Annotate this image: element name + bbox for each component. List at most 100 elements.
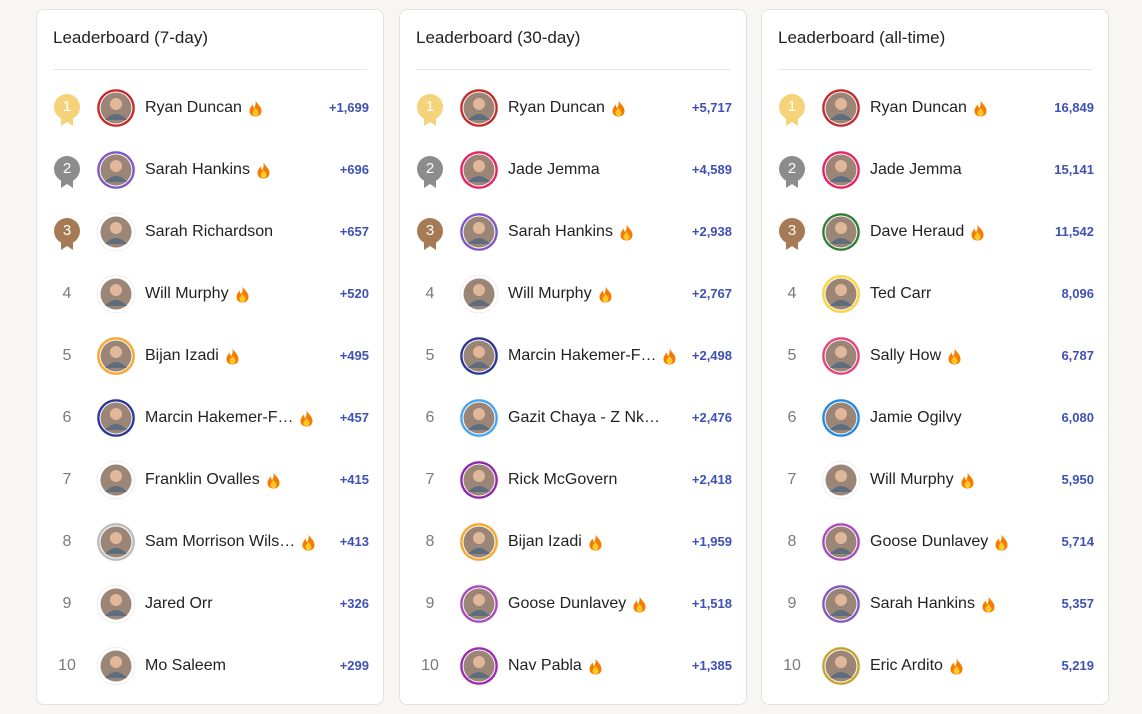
rank-medal: 1: [416, 93, 444, 127]
score: 16,849: [1054, 100, 1094, 115]
score: 15,141: [1054, 162, 1094, 177]
rank: 6: [425, 409, 435, 426]
leaderboard-row[interactable]: 7 Will Murphy 5,950: [762, 449, 1110, 511]
user-name: Sarah Hankins: [870, 573, 995, 635]
leaderboard-row[interactable]: 1 Ryan Duncan 16,849: [762, 77, 1110, 139]
medal-shape: [779, 156, 805, 188]
leaderboard-row[interactable]: 4 Will Murphy +2,767: [400, 263, 748, 325]
name-text: Jamie Ogilvy: [870, 409, 962, 426]
rank: 10: [421, 657, 439, 674]
name-text: Ryan Duncan: [145, 99, 242, 116]
user-name: Bijan Izadi: [508, 511, 602, 573]
user-name: Ted Carr: [870, 263, 931, 325]
avatar: [96, 460, 136, 500]
rank: 5: [62, 347, 72, 364]
avatar: [96, 88, 136, 128]
user-name: Dave Heraud: [870, 201, 984, 263]
leaderboard-row[interactable]: 4 Will Murphy +520: [37, 263, 385, 325]
medal-shape: [417, 156, 443, 188]
avatar: [459, 150, 499, 190]
avatar: [459, 460, 499, 500]
leaderboard-row[interactable]: 2 Jade Jemma +4,589: [400, 139, 748, 201]
name-text: Ryan Duncan: [508, 99, 605, 116]
score: 8,096: [1061, 286, 1094, 301]
score: 5,950: [1061, 472, 1094, 487]
streak-fire: [974, 100, 987, 116]
divider: [416, 69, 730, 70]
medal-shape: [779, 218, 805, 250]
avatar: [459, 212, 499, 252]
rank-medal: 3: [53, 217, 81, 251]
leaderboard-row[interactable]: 6 Marcin Hakemer-F… +457: [37, 387, 385, 449]
streak-fire: [226, 348, 239, 364]
avatar: [821, 88, 861, 128]
leaderboard-row[interactable]: 7 Rick McGovern +2,418: [400, 449, 748, 511]
rank: 4: [425, 285, 435, 302]
rank: 7: [787, 471, 797, 488]
avatar: [96, 336, 136, 376]
leaderboard-row[interactable]: 1 Ryan Duncan +1,699: [37, 77, 385, 139]
leaderboard-row[interactable]: 10 Mo Saleem +299: [37, 635, 385, 697]
name-text: Jade Jemma: [508, 161, 600, 178]
leaderboard-row[interactable]: 5 Marcin Hakemer-F… +2,498: [400, 325, 748, 387]
avatar: [821, 150, 861, 190]
leaderboard-row[interactable]: 2 Jade Jemma 15,141: [762, 139, 1110, 201]
rank: 3: [787, 222, 797, 239]
streak-fire: [599, 286, 612, 302]
leaderboard-row[interactable]: 9 Jared Orr +326: [37, 573, 385, 635]
leaderboard-row[interactable]: 8 Goose Dunlavey 5,714: [762, 511, 1110, 573]
leaderboard-row[interactable]: 5 Sally How 6,787: [762, 325, 1110, 387]
rank: 7: [62, 471, 72, 488]
leaderboard-row[interactable]: 8 Bijan Izadi +1,959: [400, 511, 748, 573]
streak-fire: [620, 224, 633, 240]
leaderboard-row[interactable]: 4 Ted Carr 8,096: [762, 263, 1110, 325]
user-name: Sarah Richardson: [145, 201, 273, 263]
streak-fire: [267, 472, 280, 488]
score: +520: [339, 286, 369, 301]
leaderboard-row[interactable]: 3 Sarah Richardson +657: [37, 201, 385, 263]
user-name: Marcin Hakemer-F…: [145, 387, 313, 449]
score: +457: [339, 410, 369, 425]
leaderboard-row[interactable]: 3 Dave Heraud 11,542: [762, 201, 1110, 263]
streak-fire: [612, 100, 625, 116]
leaderboard-row[interactable]: 10 Nav Pabla +1,385: [400, 635, 748, 697]
rank: 8: [62, 533, 72, 550]
leaderboard-row[interactable]: 7 Franklin Ovalles +415: [37, 449, 385, 511]
user-name: Ryan Duncan: [145, 77, 262, 139]
streak-fire: [300, 410, 313, 426]
leaderboard-row[interactable]: 9 Goose Dunlavey +1,518: [400, 573, 748, 635]
leaderboard-row[interactable]: 3 Sarah Hankins +2,938: [400, 201, 748, 263]
score: +2,476: [691, 410, 732, 425]
rank: 9: [62, 595, 72, 612]
leaderboard-row[interactable]: 1 Ryan Duncan +5,717: [400, 77, 748, 139]
avatar: [821, 398, 861, 438]
streak-fire: [302, 534, 315, 550]
user-name: Jade Jemma: [870, 139, 962, 201]
streak-fire: [995, 534, 1008, 550]
rank-medal: 3: [778, 217, 806, 251]
leaderboard-row[interactable]: 6 Gazit Chaya - Z Nk… +2,476: [400, 387, 748, 449]
avatar: [96, 522, 136, 562]
leaderboard-row[interactable]: 6 Jamie Ogilvy 6,080: [762, 387, 1110, 449]
leaderboard-row[interactable]: 9 Sarah Hankins 5,357: [762, 573, 1110, 635]
name-text: Will Murphy: [870, 471, 954, 488]
rank: 3: [62, 222, 72, 239]
avatar: [821, 460, 861, 500]
leaderboard-row[interactable]: 10 Eric Ardito 5,219: [762, 635, 1110, 697]
rank: 1: [62, 98, 72, 115]
rank: 1: [787, 98, 797, 115]
name-text: Sally How: [870, 347, 942, 364]
name-text: Marcin Hakemer-F…: [145, 409, 294, 426]
avatar: [96, 212, 136, 252]
leaderboard-row[interactable]: 5 Bijan Izadi +495: [37, 325, 385, 387]
streak-fire: [663, 348, 676, 364]
card-title: Leaderboard (30-day): [416, 28, 581, 47]
leaderboard-row[interactable]: 8 Sam Morrison Wils… +413: [37, 511, 385, 573]
user-name: Will Murphy: [145, 263, 249, 325]
name-text: Ted Carr: [870, 285, 932, 302]
leaderboard-row[interactable]: 2 Sarah Hankins +696: [37, 139, 385, 201]
name-text: Sarah Hankins: [145, 161, 250, 178]
avatar: [96, 584, 136, 624]
score: +2,418: [691, 472, 732, 487]
score: +657: [339, 224, 369, 239]
